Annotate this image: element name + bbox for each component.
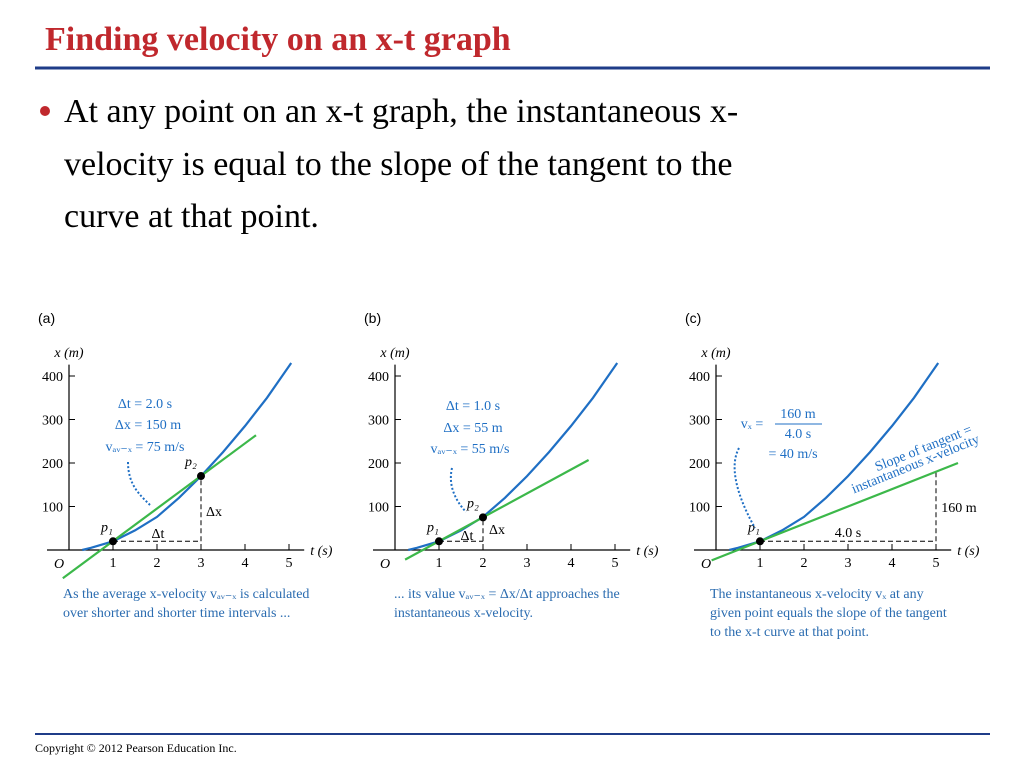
- pointer-arrow: [733, 447, 756, 529]
- y-tick-label: 400: [42, 370, 63, 385]
- y-tick-label: 100: [368, 501, 389, 516]
- annotation: 4.0 s: [835, 526, 861, 541]
- annotation: Δt = 2.0 s: [118, 397, 172, 412]
- point-label: p₂: [466, 496, 479, 511]
- point: [109, 537, 117, 546]
- caption: As the average x-velocity vₐᵥ₋ₓ is calcu…: [63, 587, 309, 602]
- point: [756, 537, 764, 546]
- annotation: Δt: [152, 527, 165, 542]
- x-tick-label: 2: [801, 556, 808, 571]
- annotation: = 40 m/s: [768, 447, 817, 462]
- x-tick-label: 2: [154, 556, 161, 571]
- x-tick-label: 4: [889, 556, 896, 571]
- bullet-line: curve at that point.: [64, 198, 319, 235]
- panel-label: (c): [685, 310, 701, 326]
- caption: ... its value vₐᵥ₋ₓ = Δx/Δt approaches t…: [394, 587, 620, 602]
- figure-panel: (b) x (m) t (s) O 1 2 3 4 5 100 200 300 400 p₁ p₂ Δt = …: [364, 310, 659, 621]
- caption: to the x-t curve at that point.: [710, 625, 869, 640]
- y-axis-label: x (m): [379, 346, 409, 361]
- point: [435, 537, 443, 546]
- y-tick-label: 200: [42, 457, 63, 472]
- annotation: vₓ =: [741, 417, 764, 432]
- x-tick-label: 3: [198, 556, 205, 571]
- x-axis-label: t (s): [310, 544, 333, 559]
- pointer-arrow: [127, 461, 151, 506]
- x-tick-label: 5: [933, 556, 940, 571]
- y-axis-label: x (m): [53, 346, 83, 361]
- annotation: Δx = 55 m: [443, 421, 502, 436]
- slide-title: Finding velocity on an x-t graph: [45, 21, 511, 58]
- x-tick-label: 1: [110, 556, 117, 571]
- origin-label: O: [701, 557, 711, 572]
- x-tick-label: 1: [436, 556, 443, 571]
- caption: given point equals the slope of the tang…: [710, 606, 947, 621]
- caption: over shorter and shorter time intervals …: [63, 606, 290, 621]
- x-tick-label: 4: [568, 556, 575, 571]
- point-label: p₁: [100, 520, 113, 535]
- annotation: 160 m: [780, 407, 816, 422]
- x-tick-label: 1: [757, 556, 764, 571]
- annotation: Δx: [206, 505, 222, 520]
- y-tick-label: 300: [368, 414, 389, 429]
- annotation: Δt = 1.0 s: [446, 399, 500, 414]
- annotation: 4.0 s: [785, 427, 811, 442]
- x-tick-label: 3: [524, 556, 531, 571]
- y-tick-label: 200: [368, 457, 389, 472]
- y-tick-label: 100: [42, 501, 63, 516]
- point: [479, 513, 487, 522]
- figure-panel: (c) x (m) t (s) O 1 2 3 4 5 100 200 300 400 p₁ vₓ = 160…: [685, 310, 982, 640]
- annotation: vₐᵥ₋ₓ = 55 m/s: [430, 442, 509, 457]
- bullet-dot: [40, 106, 50, 116]
- curve: [711, 461, 959, 562]
- y-tick-label: 200: [689, 457, 710, 472]
- curve: [62, 434, 257, 580]
- caption: instantaneous x-velocity.: [394, 606, 533, 621]
- y-tick-label: 300: [689, 414, 710, 429]
- point-label: p₁: [426, 520, 439, 535]
- origin-label: O: [380, 557, 390, 572]
- x-axis-label: t (s): [957, 544, 980, 559]
- bullet-line: velocity is equal to the slope of the ta…: [64, 146, 733, 183]
- annotation: instantaneous x-velocity: [850, 432, 982, 497]
- point-label: p₂: [184, 455, 197, 470]
- footer: Copyright © 2012 Pearson Education Inc.: [35, 741, 237, 755]
- annotation: vₐᵥ₋ₓ = 75 m/s: [105, 440, 184, 455]
- annotation: Δx: [489, 523, 505, 538]
- x-tick-label: 4: [242, 556, 249, 571]
- origin-label: O: [54, 557, 64, 572]
- panel-label: (b): [364, 310, 381, 326]
- y-tick-label: 100: [689, 501, 710, 516]
- y-tick-label: 300: [42, 414, 63, 429]
- y-tick-label: 400: [689, 370, 710, 385]
- x-tick-label: 5: [612, 556, 619, 571]
- y-axis-label: x (m): [700, 346, 730, 361]
- caption: The instantaneous x-velocity vₓ at any: [710, 587, 924, 602]
- x-tick-label: 2: [480, 556, 487, 571]
- curve: [81, 362, 293, 552]
- curve: [404, 459, 590, 561]
- x-axis-label: t (s): [636, 544, 659, 559]
- annotation: Δx = 150 m: [115, 418, 181, 433]
- figure-panel: (a) x (m) t (s) O 1 2 3 4 5 100 200 300 400 p₁ p₂ Δt = …: [38, 310, 333, 621]
- pointer-arrow: [449, 467, 467, 513]
- x-tick-label: 3: [845, 556, 852, 571]
- y-tick-label: 400: [368, 370, 389, 385]
- point-label: p₁: [747, 520, 760, 535]
- x-tick-label: 5: [286, 556, 293, 571]
- annotation: 160 m: [941, 501, 977, 516]
- curve: [407, 362, 619, 552]
- annotation: Δt: [461, 529, 474, 544]
- bullet-line: At any point on an x-t graph, the instan…: [64, 93, 738, 130]
- point: [197, 472, 205, 481]
- panel-label: (a): [38, 310, 55, 326]
